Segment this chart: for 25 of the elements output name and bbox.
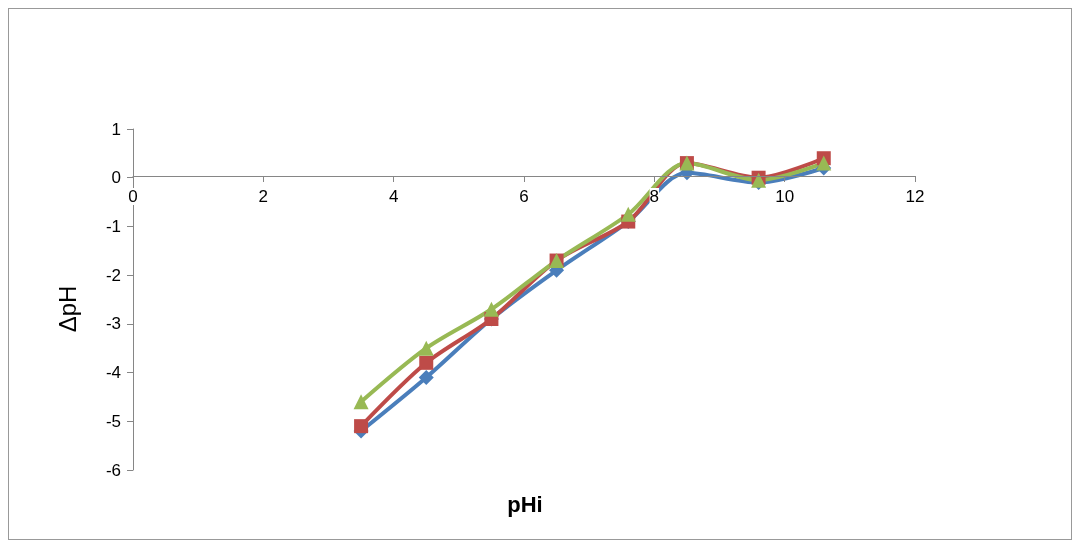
y-tick-label: -3 bbox=[105, 314, 121, 334]
point bbox=[483, 301, 499, 317]
y-tick-label: 0 bbox=[111, 168, 121, 188]
y-tick-label: -1 bbox=[105, 216, 121, 236]
point bbox=[419, 355, 434, 370]
x-axis-title: pHi bbox=[507, 491, 543, 517]
y-tick-label: -6 bbox=[105, 460, 121, 480]
y-tick-label: -4 bbox=[105, 363, 121, 383]
x-tick-label: 4 bbox=[388, 187, 399, 206]
y-axis-title: ΔpH bbox=[53, 285, 81, 333]
point bbox=[418, 340, 434, 356]
y-tick-label: -2 bbox=[105, 265, 121, 285]
point bbox=[620, 206, 636, 222]
x-tick-label: 6 bbox=[519, 187, 529, 206]
y-tick-label: -5 bbox=[105, 411, 121, 431]
x-tick-label: 8 bbox=[649, 187, 660, 206]
point bbox=[353, 394, 369, 410]
point bbox=[816, 155, 832, 171]
x-tick-label: 10 bbox=[775, 187, 795, 206]
point bbox=[354, 419, 369, 434]
y-tick-label: 1 bbox=[111, 119, 121, 139]
x-tick-label: 2 bbox=[258, 187, 269, 206]
point bbox=[418, 369, 434, 385]
x-tick-label: 12 bbox=[905, 187, 925, 206]
x-tick-label: 0 bbox=[128, 187, 138, 206]
